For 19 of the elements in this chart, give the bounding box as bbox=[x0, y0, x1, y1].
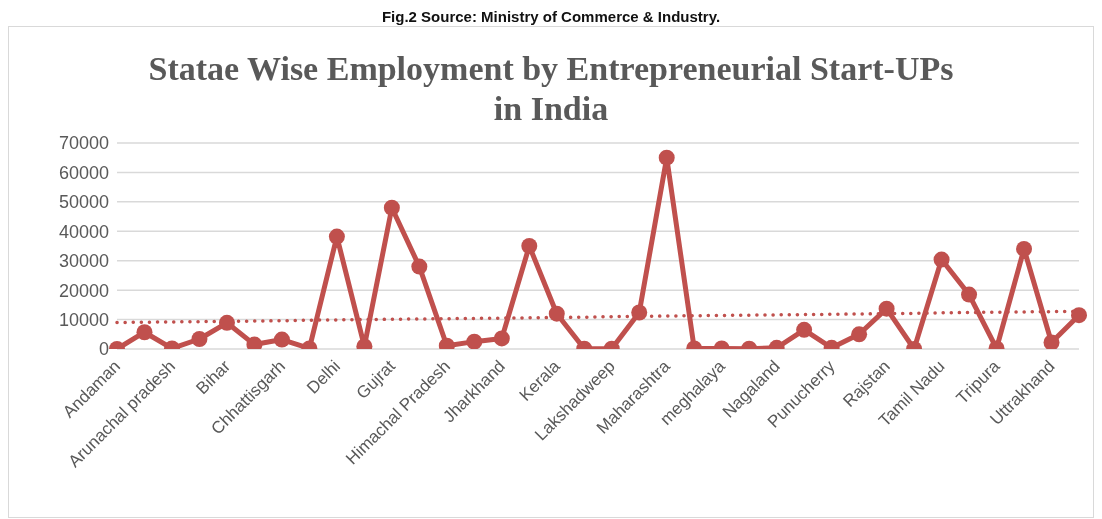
point bbox=[961, 286, 978, 303]
chart-title: Statae Wise Employment by Entrepreneurial Start-UPs in India bbox=[147, 49, 955, 129]
y-tick-label: 20000 bbox=[58, 280, 109, 301]
point bbox=[411, 258, 428, 275]
point bbox=[383, 199, 400, 216]
point bbox=[1016, 240, 1033, 257]
caption: Fig.2 Source: Ministry of Commerce & Industry. bbox=[380, 8, 722, 26]
y-tick-label: 10000 bbox=[58, 309, 109, 330]
y-tick-label: 30000 bbox=[58, 251, 109, 272]
y-tick-label: 50000 bbox=[58, 192, 109, 213]
y-tick-label: 40000 bbox=[58, 221, 109, 242]
point bbox=[521, 238, 538, 254]
point bbox=[548, 305, 565, 322]
y-tick-label: 0 bbox=[98, 339, 109, 360]
y-tick-label: 60000 bbox=[58, 162, 109, 183]
point bbox=[878, 300, 895, 317]
point bbox=[933, 251, 950, 268]
y-tick-label: 70000 bbox=[58, 133, 109, 154]
point bbox=[328, 228, 345, 245]
